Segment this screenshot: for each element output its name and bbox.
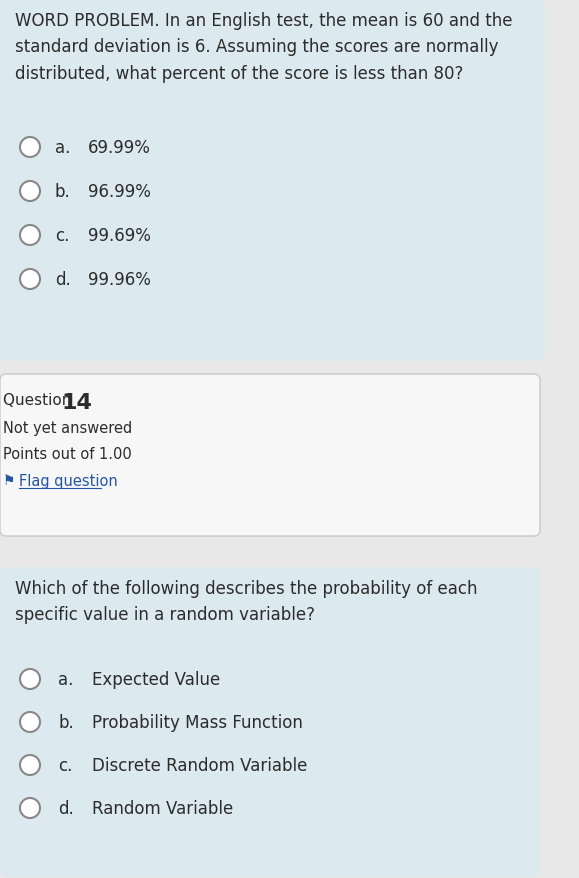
Text: Which of the following describes the probability of each
specific value in a ran: Which of the following describes the pro… [15,579,478,623]
Text: Random Variable: Random Variable [92,799,233,817]
Circle shape [20,226,40,246]
Text: d.: d. [55,270,71,289]
Circle shape [20,270,40,290]
Text: b.: b. [58,713,74,731]
Circle shape [20,755,40,775]
Text: 14: 14 [61,392,92,413]
Text: c.: c. [58,756,72,774]
FancyBboxPatch shape [0,567,540,877]
FancyBboxPatch shape [0,375,540,536]
Text: Points out of 1.00: Points out of 1.00 [3,447,132,462]
Text: Flag question: Flag question [19,473,118,488]
Text: a.: a. [58,670,74,688]
Circle shape [20,182,40,202]
Text: Not yet answered: Not yet answered [3,421,132,435]
Circle shape [20,798,40,818]
Text: Probability Mass Function: Probability Mass Function [92,713,303,731]
Text: 69.99%: 69.99% [88,139,151,157]
Text: Question: Question [3,392,76,407]
Text: d.: d. [58,799,74,817]
Text: Discrete Random Variable: Discrete Random Variable [92,756,307,774]
Text: ⚑: ⚑ [3,473,16,487]
FancyBboxPatch shape [0,0,545,362]
Circle shape [20,669,40,689]
Text: b.: b. [55,183,71,201]
Circle shape [20,712,40,732]
Circle shape [20,138,40,158]
Text: 99.69%: 99.69% [88,227,151,245]
Text: c.: c. [55,227,69,245]
Text: a.: a. [55,139,71,157]
Text: Expected Value: Expected Value [92,670,220,688]
Text: 99.96%: 99.96% [88,270,151,289]
Text: 96.99%: 96.99% [88,183,151,201]
Text: WORD PROBLEM. In an English test, the mean is 60 and the
standard deviation is 6: WORD PROBLEM. In an English test, the me… [15,12,512,83]
